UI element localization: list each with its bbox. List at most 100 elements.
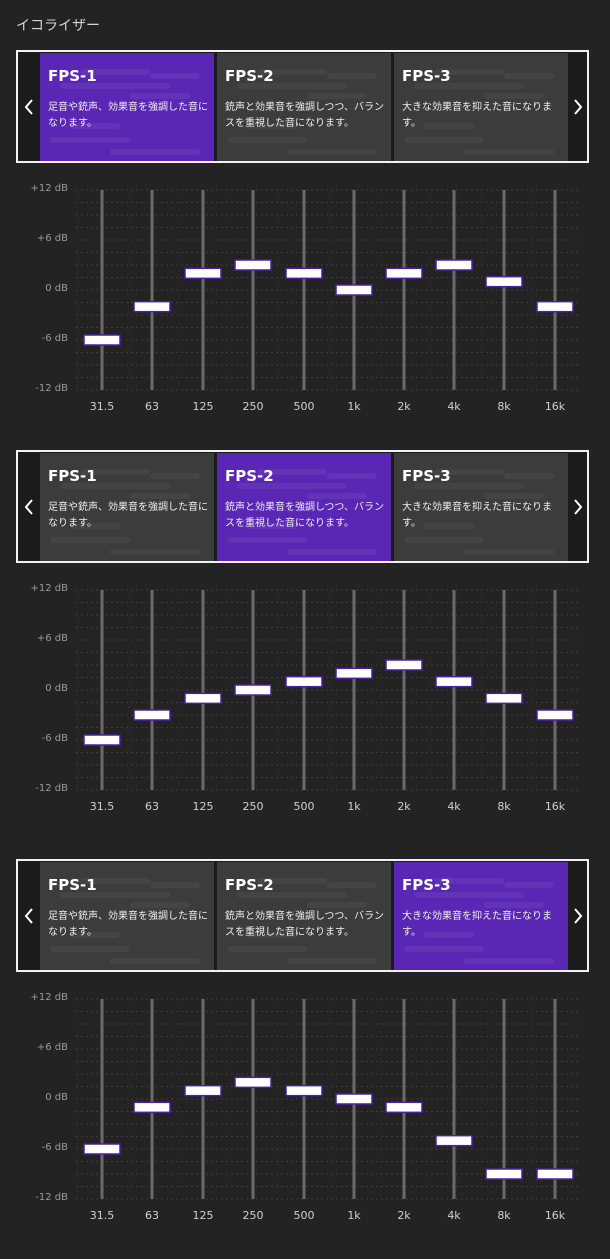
decorative-stripe <box>237 892 347 898</box>
y-axis-label: 0 dB <box>45 283 68 294</box>
preset-description: 足音や銃声、効果音を強調した音になります。 <box>48 502 208 529</box>
decorative-stripe <box>257 69 327 75</box>
band-label: 4k <box>447 1209 461 1222</box>
band-slider-31.5[interactable] <box>83 1143 121 1155</box>
band-label: 1k <box>347 1209 361 1222</box>
band-label: 1k <box>347 800 361 813</box>
prev-preset-button[interactable] <box>20 901 38 931</box>
decorative-stripe <box>504 473 554 479</box>
decorative-stripe <box>404 946 484 952</box>
decorative-stripe <box>484 902 544 908</box>
preset-carousel: FPS-1 足音や銃声、効果音を強調した音になります。 FPS-2 銃声と効果音を強調… <box>16 50 589 163</box>
decorative-stripe <box>464 549 554 555</box>
preset-card-fps-1[interactable]: FPS-1 足音や銃声、効果音を強調した音になります。 <box>40 862 214 970</box>
chevron-right-icon <box>574 907 583 924</box>
band-slider-1k[interactable] <box>335 667 373 680</box>
prev-preset-button[interactable] <box>20 92 38 122</box>
band-slider-8k[interactable] <box>485 275 523 288</box>
band-slider-250[interactable] <box>234 259 272 271</box>
band-slider-125[interactable] <box>184 1084 222 1097</box>
y-axis-label: +12 dB <box>30 183 69 194</box>
decorative-stripe <box>414 83 524 89</box>
band-label: 2k <box>397 800 411 813</box>
band-slider-2k[interactable] <box>385 659 423 671</box>
y-axis-label: -6 dB <box>41 333 68 344</box>
decorative-stripe <box>484 93 544 99</box>
band-slider-500[interactable] <box>285 675 323 688</box>
band-slider-16k[interactable] <box>536 300 574 313</box>
decorative-stripe <box>287 549 377 555</box>
next-preset-button[interactable] <box>569 901 587 931</box>
band-slider-125[interactable] <box>184 692 222 705</box>
decorative-stripe <box>227 946 307 952</box>
band-label: 250 <box>242 1209 264 1222</box>
card-background-pattern <box>217 53 391 161</box>
band-slider-250[interactable] <box>234 684 272 696</box>
decorative-stripe <box>327 882 377 888</box>
y-axis-label: +6 dB <box>36 233 68 244</box>
y-axis-label: -12 dB <box>35 783 68 794</box>
band-slider-1k[interactable] <box>335 1093 373 1105</box>
band-slider-4k[interactable] <box>435 259 473 271</box>
preset-card-fps-1[interactable]: FPS-1 足音や銃声、効果音を強調した音になります。 <box>40 53 214 161</box>
band-slider-500[interactable] <box>285 267 323 280</box>
decorative-stripe <box>504 73 554 79</box>
card-background-pattern <box>40 453 214 561</box>
preset-card-fps-3[interactable]: FPS-3 大きな効果音を抑えた音になります。 <box>394 862 568 970</box>
preset-description: 銃声と効果音を強調しつつ、バランスを重視した音になります。 <box>225 911 384 938</box>
band-slider-16k[interactable] <box>536 709 574 721</box>
band-label: 16k <box>544 400 566 413</box>
preset-card-fps-1[interactable]: FPS-1 足音や銃声、効果音を強調した音になります。 <box>40 453 214 561</box>
next-preset-button[interactable] <box>569 92 587 122</box>
prev-preset-button[interactable] <box>20 492 38 522</box>
decorative-stripe <box>110 958 200 964</box>
next-preset-button[interactable] <box>569 492 587 522</box>
band-label: 63 <box>145 800 159 813</box>
preset-name: FPS-1 <box>48 876 97 894</box>
preset-card-fps-3[interactable]: FPS-3 大きな効果音を抑えた音になります。 <box>394 453 568 561</box>
band-slider-31.5[interactable] <box>83 734 121 746</box>
preset-card-fps-2[interactable]: FPS-2 銃声と効果音を強調しつつ、バランスを重視した音になります。 <box>217 453 391 561</box>
decorative-stripe <box>80 469 150 475</box>
decorative-stripe <box>237 83 347 89</box>
band-label: 500 <box>293 400 315 413</box>
band-label: 16k <box>544 1209 566 1222</box>
band-slider-63[interactable] <box>133 300 171 313</box>
band-label: 250 <box>242 400 264 413</box>
card-background-pattern <box>394 453 568 561</box>
band-slider-8k[interactable] <box>485 1168 523 1180</box>
band-slider-2k[interactable] <box>385 1101 423 1114</box>
band-slider-500[interactable] <box>285 1084 323 1097</box>
band-slider-63[interactable] <box>133 709 171 721</box>
band-slider-1k[interactable] <box>335 284 373 296</box>
preset-card-fps-2[interactable]: FPS-2 銃声と効果音を強調しつつ、バランスを重視した音になります。 <box>217 53 391 161</box>
band-label: 4k <box>447 400 461 413</box>
preset-description: 大きな効果音を抑えた音になります。 <box>402 102 552 129</box>
preset-card-fps-2[interactable]: FPS-2 銃声と効果音を強調しつつ、バランスを重視した音になります。 <box>217 862 391 970</box>
band-label: 63 <box>145 400 159 413</box>
card-background-pattern <box>40 862 214 970</box>
band-slider-16k[interactable] <box>536 1168 574 1180</box>
band-slider-2k[interactable] <box>385 267 423 280</box>
band-slider-250[interactable] <box>234 1076 272 1089</box>
band-slider-4k[interactable] <box>435 1134 473 1147</box>
preset-description: 大きな効果音を抑えた音になります。 <box>402 502 552 529</box>
band-label: 8k <box>497 800 511 813</box>
band-slider-31.5[interactable] <box>83 334 121 346</box>
preset-description: 銃声と効果音を強調しつつ、バランスを重視した音になります。 <box>225 502 384 529</box>
y-axis-label: +6 dB <box>36 1042 68 1053</box>
decorative-stripe <box>50 537 130 543</box>
decorative-stripe <box>110 149 200 155</box>
decorative-stripe <box>237 483 347 489</box>
band-slider-125[interactable] <box>184 267 222 280</box>
y-axis-label: +12 dB <box>30 583 69 594</box>
band-slider-63[interactable] <box>133 1101 171 1114</box>
band-slider-8k[interactable] <box>485 692 523 705</box>
decorative-stripe <box>434 878 504 884</box>
chevron-right-icon <box>574 498 583 515</box>
decorative-stripe <box>110 549 200 555</box>
band-slider-4k[interactable] <box>435 675 473 688</box>
preset-card-fps-3[interactable]: FPS-3 大きな効果音を抑えた音になります。 <box>394 53 568 161</box>
band-label: 2k <box>397 1209 411 1222</box>
band-label: 1k <box>347 400 361 413</box>
